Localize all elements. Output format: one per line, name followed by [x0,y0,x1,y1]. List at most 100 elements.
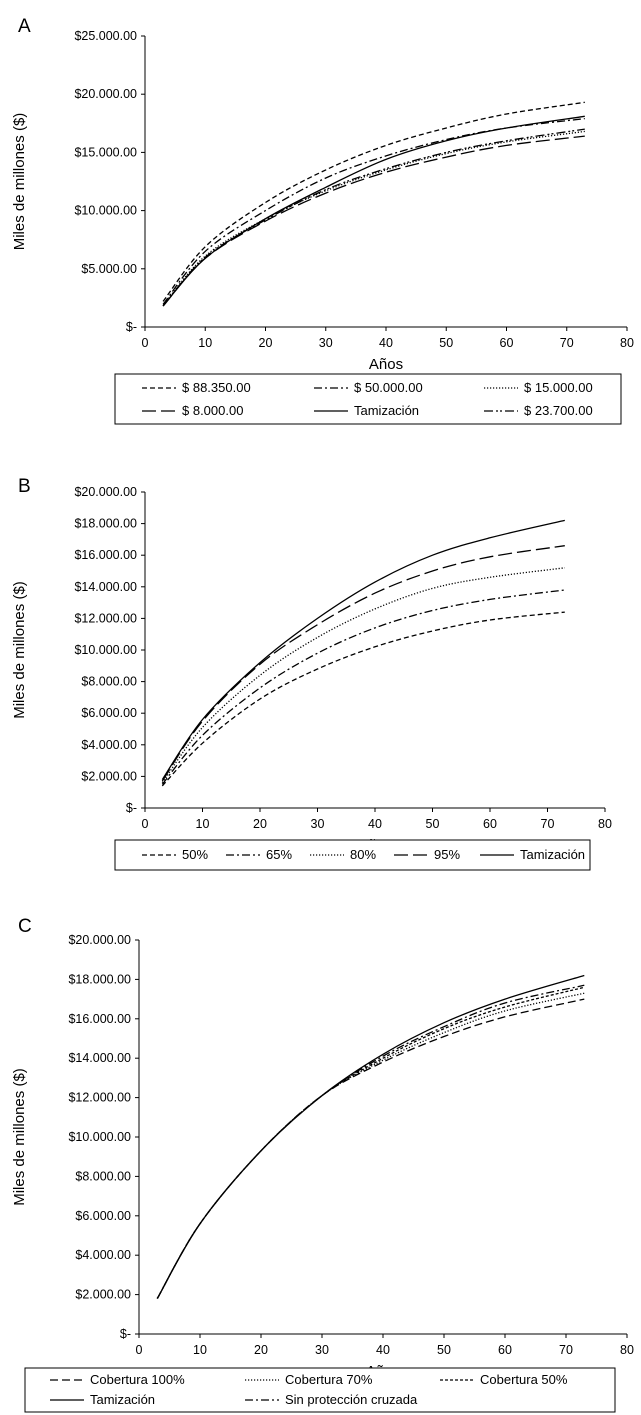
series-line-1 [156,998,585,1299]
x-tick-label: 10 [193,1343,207,1357]
x-tick-label: 40 [379,336,393,350]
y-tick-label: $4.000.00 [75,1248,131,1262]
legend-label: Tamización [354,403,419,418]
chart-panel-c: C $- $2.000.00 $4.000.00 $6.000.00 $8.000.00 $… [11,916,634,1413]
y-tick-label: $10.000.00 [74,643,137,657]
legend-label: $ 23.700.00 [524,403,593,418]
x-tick-label: 0 [136,1343,143,1357]
x-axis-title: Años [369,356,403,373]
y-tick-label: $5.000.00 [81,262,137,276]
chart-panel-b: B $- $2.000.00 $4.000.00 $6.000.00 $8.000.00 $… [11,476,612,871]
panel-label: C [18,916,32,937]
y-tick-label: $14.000.00 [74,580,137,594]
series-line-2 [156,992,585,1299]
legend-box [24,1367,616,1413]
y-axis-title: Miles de millones ($) [11,581,28,719]
x-tick-label: 50 [426,817,440,831]
x-tick-label: 60 [500,336,514,350]
x-tick-label: 80 [620,336,634,350]
legend-label: 95% [434,847,460,862]
legend-label: 80% [350,847,376,862]
legend-label: $ 8.000.00 [182,403,243,418]
x-tick-label: 80 [598,817,612,831]
x-tick-label: 30 [311,817,325,831]
y-tick-label: $20.000.00 [68,933,131,947]
series-line-5 [161,519,565,780]
x-tick-label: 60 [498,1343,512,1357]
legend-label: Cobertura 70% [285,1372,373,1387]
x-tick-label: 40 [376,1343,390,1357]
x-tick-label: 40 [368,817,382,831]
y-tick-label: $20.000.00 [74,485,137,499]
series-line-2 [161,589,565,785]
series-line-4 [162,135,585,307]
x-tick-label: 30 [315,1343,329,1357]
legend-label: $ 15.000.00 [524,380,593,395]
y-tick-label: $2.000.00 [75,1288,131,1302]
y-tick-label: $- [126,801,137,815]
x-tick-label: 80 [620,1343,634,1357]
y-tick-label: $6.000.00 [75,1209,131,1223]
y-tick-label: $18.000.00 [68,972,131,986]
y-tick-label: $10.000.00 [74,204,137,218]
y-tick-label: $25.000.00 [74,29,137,43]
y-axis-title: Miles de millones ($) [11,113,28,251]
series-line-3 [162,130,585,306]
legend-label: Sin protección cruzada [285,1392,418,1407]
y-tick-label: $18.000.00 [74,517,137,531]
panel-label: B [18,476,31,497]
y-tick-label: $20.000.00 [74,87,137,101]
chart-panel-a: A $- $5.000.00 $10.000.00 $15.000.00 $20.000.… [11,16,634,425]
series-line-5 [162,115,585,307]
y-tick-label: $- [120,1327,131,1341]
x-tick-label: 30 [319,336,333,350]
legend-box [114,373,622,425]
y-tick-label: $14.000.00 [68,1051,131,1065]
series-line-6 [162,128,585,307]
series-line-2 [162,117,585,305]
x-tick-label: 20 [253,817,267,831]
series-line-4 [161,545,565,782]
series-line-4 [156,974,585,1299]
series-line-1 [162,101,585,302]
panel-label: A [18,16,31,37]
legend-label: $ 50.000.00 [354,380,423,395]
y-tick-label: $10.000.00 [68,1130,131,1144]
x-tick-label: 10 [198,336,212,350]
y-tick-label: $12.000.00 [74,611,137,625]
y-tick-label: $2.000.00 [81,769,137,783]
x-tick-label: 20 [254,1343,268,1357]
legend-label: Tamización [520,847,585,862]
y-tick-label: $4.000.00 [81,738,137,752]
x-tick-label: 60 [483,817,497,831]
legend-label: $ 88.350.00 [182,380,251,395]
y-tick-label: $15.000.00 [74,145,137,159]
y-tick-label: $16.000.00 [74,548,137,562]
y-tick-label: $12.000.00 [68,1091,131,1105]
series-line-5 [156,984,585,1299]
y-tick-label: $16.000.00 [68,1012,131,1026]
x-tick-label: 10 [196,817,210,831]
y-tick-label: $6.000.00 [81,706,137,720]
y-axis-title: Miles de millones ($) [11,1068,28,1206]
legend-label: Tamización [90,1392,155,1407]
x-tick-label: 50 [437,1343,451,1357]
x-tick-label: 70 [560,336,574,350]
y-tick-label: $8.000.00 [75,1169,131,1183]
legend-label: Cobertura 100% [90,1372,185,1387]
x-tick-label: 70 [559,1343,573,1357]
series-line-3 [156,986,585,1299]
legend-label: Cobertura 50% [480,1372,568,1387]
legend-label: 50% [182,847,208,862]
x-tick-label: 0 [142,336,149,350]
legend-label: 65% [266,847,292,862]
series-line-3 [161,567,565,784]
series-line-1 [161,611,565,787]
x-tick-label: 50 [439,336,453,350]
x-tick-label: 20 [259,336,273,350]
y-tick-label: $8.000.00 [81,675,137,689]
x-tick-label: 70 [541,817,555,831]
y-tick-label: $- [126,320,137,334]
x-tick-label: 0 [142,817,149,831]
